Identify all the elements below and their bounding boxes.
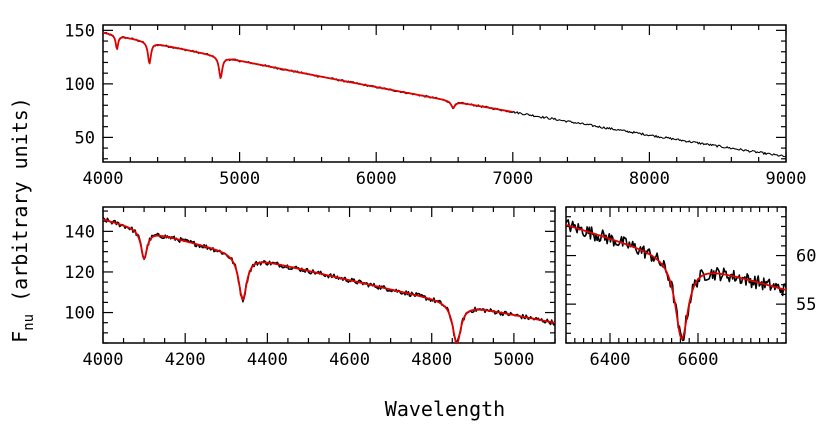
x-axis-title: Wavelength bbox=[385, 397, 505, 421]
y-axis-title-main: F bbox=[8, 331, 32, 343]
y-tick-label: 55 bbox=[796, 295, 816, 315]
x-tick-label: 6000 bbox=[356, 169, 397, 189]
x-tick-label: 4600 bbox=[329, 350, 370, 370]
y-tick-label: 50 bbox=[75, 128, 95, 148]
x-tick-label: 8000 bbox=[629, 169, 670, 189]
x-tick-label: 9000 bbox=[766, 169, 807, 189]
x-tick-label: 6600 bbox=[678, 350, 719, 370]
x-tick-label: 4400 bbox=[247, 350, 288, 370]
y-axis-title-tail: (arbitrary units) bbox=[8, 97, 32, 314]
panel-top: 4000 5000 6000 7000 8000 9000 50 100 150 bbox=[64, 21, 806, 189]
plot-frame-bottom-right bbox=[565, 206, 787, 344]
x-tick-label: 4200 bbox=[165, 350, 206, 370]
x-tick-label: 4000 bbox=[83, 350, 124, 370]
plot-frame-top bbox=[102, 24, 787, 163]
x-tick-label: 7000 bbox=[492, 169, 533, 189]
svg-text:Fnu (arbitrary units): Fnu (arbitrary units) bbox=[8, 97, 37, 343]
y-tick-label: 120 bbox=[64, 263, 95, 283]
x-tick-label: 6400 bbox=[590, 350, 631, 370]
panel-bottom-left: 4000 4200 4400 4600 4800 5000 100 120 140 bbox=[64, 206, 556, 370]
panel-bottom-right: 6400 6600 55 60 bbox=[565, 206, 816, 370]
series-group-bottom-left bbox=[103, 216, 555, 343]
model-fit-line-bottom-right bbox=[566, 224, 786, 340]
y-tick-label: 100 bbox=[64, 304, 95, 324]
x-tick-label: 5000 bbox=[219, 169, 260, 189]
y-tick-label: 140 bbox=[64, 222, 95, 242]
model-fit-line-bottom-left bbox=[103, 218, 555, 343]
series-group-bottom-right bbox=[566, 219, 786, 342]
x-tick-label: 5000 bbox=[493, 350, 534, 370]
model-fit-line-top bbox=[103, 31, 513, 113]
x-tick-label: 4800 bbox=[411, 350, 452, 370]
y-tick-label: 60 bbox=[796, 247, 816, 267]
y-axis-title-sub: nu bbox=[21, 314, 37, 331]
observed-spectrum-line-top bbox=[103, 31, 786, 158]
y-axis-title: Fnu (arbitrary units) bbox=[8, 97, 37, 343]
series-group-top bbox=[103, 31, 786, 158]
y-tick-label: 150 bbox=[64, 21, 95, 41]
observed-spectrum-line-bottom-left bbox=[103, 216, 555, 343]
y-tick-label: 100 bbox=[64, 75, 95, 95]
x-tick-label: 4000 bbox=[83, 169, 124, 189]
